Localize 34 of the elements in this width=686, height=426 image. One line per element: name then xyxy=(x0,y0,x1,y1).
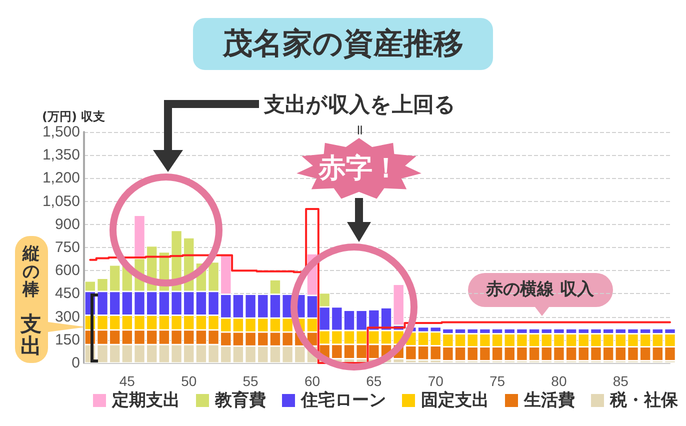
y-tick-label: 750 xyxy=(54,239,80,256)
y-tick-label: 150 xyxy=(54,331,80,348)
y-tick-label: 1,050 xyxy=(42,192,80,210)
annotation: 赤の横線 収入 xyxy=(486,280,594,300)
x-tick-label: 75 xyxy=(489,373,506,389)
text: 支出 xyxy=(20,312,42,358)
x-tick-label: 45 xyxy=(119,373,136,389)
chart-title: 茂名家の資産推移 xyxy=(222,26,464,62)
x-tick-label: 70 xyxy=(428,373,444,389)
x-tick-label: 50 xyxy=(181,373,197,389)
legend-label: 住宅ローン xyxy=(300,390,386,410)
legend-label: 固定支出 xyxy=(421,390,489,410)
y-tick-label: 300 xyxy=(54,308,80,326)
legend-label: 教育費 xyxy=(214,390,266,410)
legend-label: 定期支出 xyxy=(111,390,180,410)
y-tick-label: 900 xyxy=(54,216,80,233)
text: 縦の棒 xyxy=(22,244,40,300)
legend-label: 税・社保 xyxy=(609,390,679,410)
annotation: = xyxy=(351,124,368,136)
x-tick-label: 65 xyxy=(366,373,382,389)
text: 支出が収入を上回る xyxy=(264,92,456,117)
y-axis-title: (万円) 収支 xyxy=(42,109,106,124)
x-tick-label: 80 xyxy=(551,373,567,389)
y-tick-label: 1,200 xyxy=(42,170,80,187)
x-tick-label: 60 xyxy=(304,373,320,389)
annotation: 赤字！ xyxy=(318,153,400,184)
y-tick-label: 450 xyxy=(54,285,80,302)
legend-label: 生活費 xyxy=(523,390,575,410)
y-tick-label: 1,350 xyxy=(42,146,80,164)
x-tick-label: 85 xyxy=(612,373,629,389)
y-tick-label: 0 xyxy=(72,354,80,372)
y-tick-label: 1,500 xyxy=(42,124,80,140)
x-tick-label: 55 xyxy=(242,373,259,389)
y-tick-label: 600 xyxy=(54,262,80,280)
